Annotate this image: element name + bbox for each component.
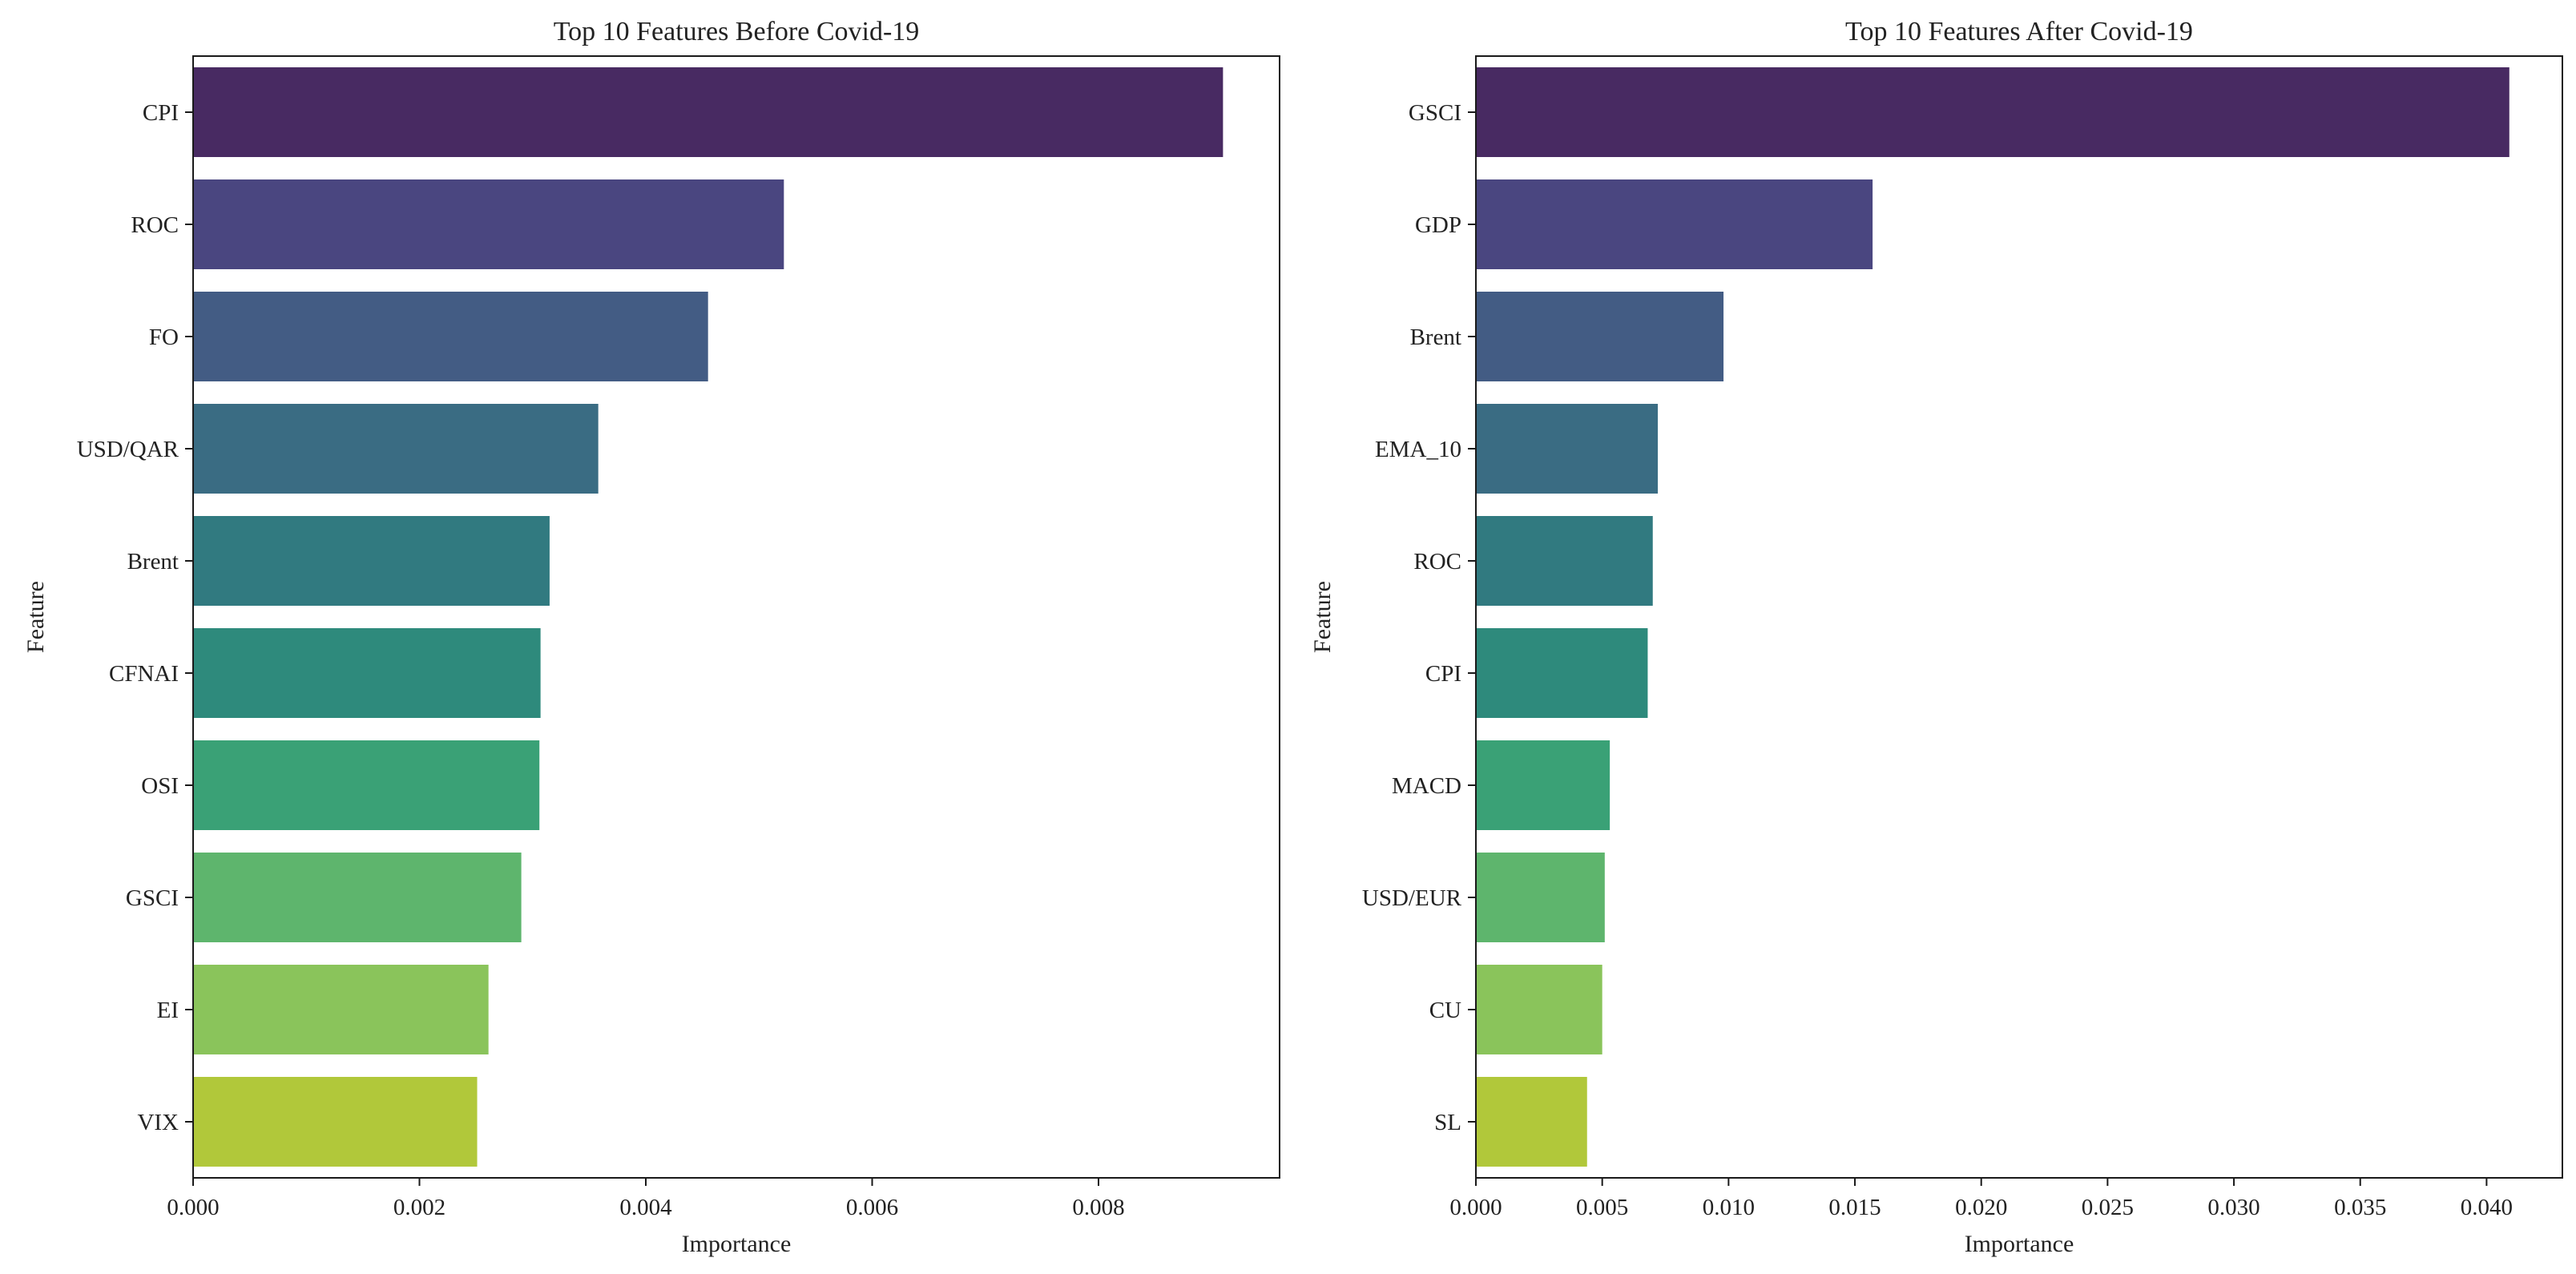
y-tick-label: MACD <box>1392 773 1461 799</box>
x-tick-label: 0.000 <box>167 1195 219 1220</box>
y-tick-label: CU <box>1429 998 1461 1023</box>
bar-cu <box>1476 965 1602 1054</box>
bar-roc <box>1476 516 1653 606</box>
y-tick-label: ROC <box>1413 549 1461 575</box>
panel-after-covid: Top 10 Features After Covid-19 GSCI GDP Br… <box>1309 17 2563 1257</box>
bar-gdp <box>1476 179 1873 269</box>
x-tick-label: 0.025 <box>2082 1195 2134 1220</box>
ticks: CPI ROC FO USD/QAR Brent CFNAI OSI GSCI EI VIX 0.0… <box>77 100 1125 1220</box>
bar-roc <box>193 179 784 269</box>
y-tick-label: USD/QAR <box>77 437 179 462</box>
y-tick-label: Brent <box>1410 325 1461 350</box>
y-tick-label: EMA_10 <box>1375 437 1461 462</box>
x-tick-label: 0.030 <box>2207 1195 2260 1220</box>
x-tick-label: 0.010 <box>1703 1195 1755 1220</box>
bar-ema-10 <box>1476 404 1659 494</box>
x-tick-label: 0.008 <box>1072 1195 1124 1220</box>
x-tick-label: 0.040 <box>2461 1195 2513 1220</box>
ticks: GSCI GDP Brent EMA_10 ROC CPI MACD USD/EUR CU SL 0… <box>1362 100 2513 1220</box>
chart-title: Top 10 Features Before Covid-19 <box>554 17 920 46</box>
y-tick-label: GDP <box>1415 212 1461 238</box>
chart-title: Top 10 Features After Covid-19 <box>1845 17 2193 46</box>
y-tick-label: CPI <box>1425 661 1461 687</box>
bar-cfnai <box>193 628 541 718</box>
x-tick-label: 0.020 <box>1955 1195 2007 1220</box>
x-axis-label: Importance <box>682 1231 792 1257</box>
bar-vix <box>193 1077 478 1167</box>
x-tick-label: 0.002 <box>393 1195 445 1220</box>
y-tick-label: CFNAI <box>109 661 179 687</box>
bars <box>193 67 1223 1167</box>
y-tick-label: FO <box>149 325 179 350</box>
y-tick-label: VIX <box>137 1110 179 1135</box>
x-axis-label: Importance <box>1965 1231 2074 1257</box>
x-tick-label: 0.000 <box>1449 1195 1502 1220</box>
y-tick-label: Brent <box>127 549 179 575</box>
bar-cpi <box>1476 628 1648 718</box>
bar-gsci <box>193 853 522 942</box>
x-tick-label: 0.005 <box>1576 1195 1628 1220</box>
x-tick-label: 0.004 <box>619 1195 672 1220</box>
bar-ei <box>193 965 489 1054</box>
x-tick-label: 0.035 <box>2334 1195 2386 1220</box>
x-tick-label: 0.006 <box>846 1195 898 1220</box>
bars <box>1476 67 2509 1167</box>
y-tick-label: USD/EUR <box>1362 885 1462 911</box>
y-tick-label: CPI <box>143 100 179 126</box>
x-tick-label: 0.015 <box>1828 1195 1881 1220</box>
bar-usd-eur <box>1476 853 1605 942</box>
bar-cpi <box>193 67 1223 157</box>
y-tick-label: EI <box>157 998 179 1023</box>
panel-before-covid: Top 10 Features Before Covid-19 CPI ROC FO… <box>22 17 1280 1257</box>
y-axis-label: Feature <box>1309 581 1336 653</box>
bar-brent <box>193 516 550 606</box>
bar-sl <box>1476 1077 1587 1167</box>
bar-macd <box>1476 740 1611 830</box>
plot-frame <box>1475 55 2563 1179</box>
y-tick-label: ROC <box>131 212 179 238</box>
bar-gsci <box>1476 67 2509 157</box>
y-tick-label: GSCI <box>126 885 179 911</box>
y-tick-label: OSI <box>141 773 179 799</box>
y-axis-label: Feature <box>22 581 49 653</box>
y-tick-label: GSCI <box>1409 100 1461 126</box>
bar-brent <box>1476 292 1724 381</box>
bar-fo <box>193 292 708 381</box>
bar-osi <box>193 740 540 830</box>
plot-frame <box>192 55 1280 1179</box>
y-tick-label: SL <box>1434 1110 1461 1135</box>
bar-usd-qar <box>193 404 599 494</box>
